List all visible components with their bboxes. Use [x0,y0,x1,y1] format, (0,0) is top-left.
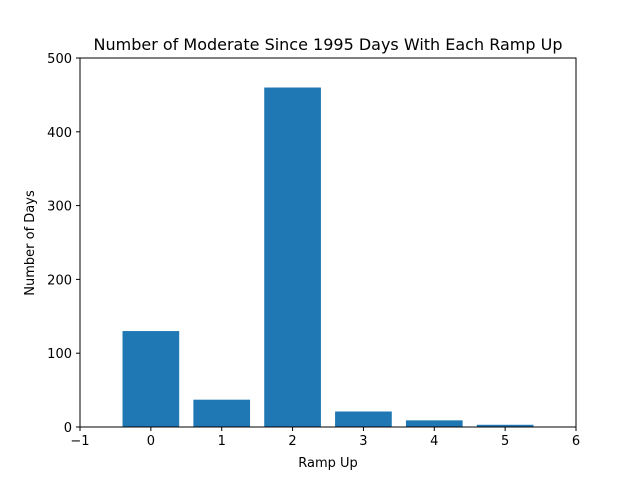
bar-0 [122,331,180,427]
y-tick-label: 300 [47,200,72,215]
x-axis-ticks: −1 0 1 2 3 4 5 6 [70,427,580,449]
bar-1 [193,399,251,427]
x-tick-label: −1 [70,434,89,449]
x-axis-label: Ramp Up [298,456,358,471]
x-tick-label: 4 [430,434,438,449]
y-axis-ticks: 0 100 200 300 400 500 [47,52,80,436]
plot-frame [79,57,577,428]
y-tick-label: 200 [47,273,72,288]
bar-3 [335,411,392,427]
x-tick-label: 1 [218,434,226,449]
x-tick-label: 5 [501,434,509,449]
bar-5 [476,424,534,427]
chart-title: Number of Moderate Since 1995 Days With … [94,35,563,54]
x-tick-label: 6 [572,434,580,449]
bar-2 [264,87,321,428]
y-axis-label: Number of Days [23,190,38,296]
x-tick-label: 3 [359,434,367,449]
bar-4 [405,420,463,427]
y-tick-label: 500 [47,52,72,67]
x-tick-label: 2 [288,434,296,449]
y-tick-label: 400 [47,126,72,141]
y-tick-label: 100 [47,347,72,362]
y-tick-label: 0 [64,421,72,436]
x-tick-label: 0 [147,434,155,449]
bars-group [122,87,534,428]
